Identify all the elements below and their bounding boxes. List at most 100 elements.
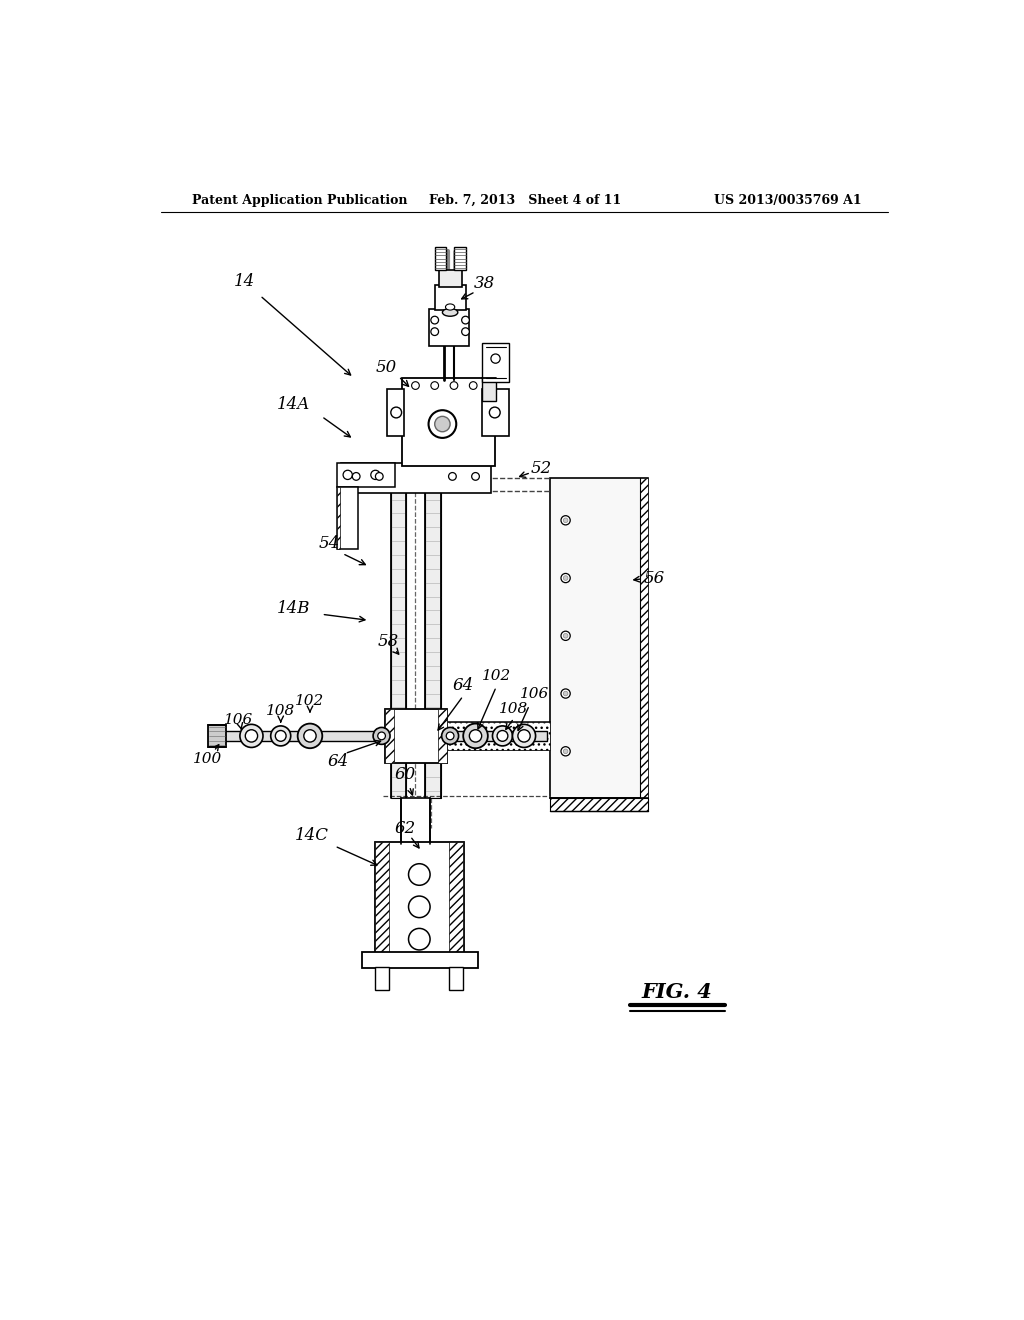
Text: 38: 38 <box>474 276 496 293</box>
Circle shape <box>409 928 430 950</box>
Bar <box>341 462 490 494</box>
Ellipse shape <box>275 730 286 742</box>
Ellipse shape <box>246 730 258 742</box>
Bar <box>361 952 478 969</box>
Ellipse shape <box>469 730 481 742</box>
Bar <box>400 797 430 843</box>
Bar <box>208 725 226 747</box>
Circle shape <box>561 631 570 640</box>
Bar <box>550 797 648 812</box>
Bar <box>438 709 447 763</box>
Circle shape <box>431 381 438 389</box>
Ellipse shape <box>463 723 487 748</box>
Text: 108: 108 <box>500 702 528 715</box>
Ellipse shape <box>442 309 458 317</box>
Bar <box>376 842 464 964</box>
Bar <box>337 487 358 549</box>
Bar <box>402 378 495 466</box>
Bar <box>387 389 403 436</box>
Text: FIG. 4: FIG. 4 <box>642 982 713 1002</box>
Circle shape <box>563 634 568 638</box>
Bar <box>435 285 466 310</box>
Bar <box>454 247 466 271</box>
Bar <box>443 722 550 750</box>
Text: 102: 102 <box>295 694 325 709</box>
Circle shape <box>409 896 430 917</box>
Ellipse shape <box>304 730 316 742</box>
Text: 50: 50 <box>376 359 397 376</box>
Bar <box>337 462 394 487</box>
Bar <box>450 842 463 964</box>
Ellipse shape <box>378 733 385 739</box>
Bar <box>482 343 509 381</box>
Circle shape <box>561 747 570 756</box>
Text: 64: 64 <box>453 677 474 694</box>
Ellipse shape <box>298 723 323 748</box>
Ellipse shape <box>446 733 454 739</box>
Circle shape <box>391 407 401 418</box>
Circle shape <box>469 381 477 389</box>
Circle shape <box>489 407 500 418</box>
Bar <box>450 966 463 990</box>
Circle shape <box>449 473 457 480</box>
Bar <box>488 397 508 432</box>
Circle shape <box>409 863 430 886</box>
Bar <box>385 709 447 763</box>
Circle shape <box>472 473 479 480</box>
Ellipse shape <box>240 725 263 747</box>
Text: 52: 52 <box>530 461 552 478</box>
Circle shape <box>561 573 570 582</box>
Circle shape <box>462 327 469 335</box>
Bar <box>438 271 462 286</box>
Circle shape <box>352 473 360 480</box>
Text: Feb. 7, 2013   Sheet 4 of 11: Feb. 7, 2013 Sheet 4 of 11 <box>429 194 621 207</box>
Text: Patent Application Publication: Patent Application Publication <box>193 194 408 207</box>
Circle shape <box>563 692 568 696</box>
Circle shape <box>563 576 568 581</box>
Circle shape <box>412 381 419 389</box>
Bar <box>482 389 509 436</box>
Text: 108: 108 <box>266 705 295 718</box>
Bar <box>443 722 550 750</box>
Bar <box>376 966 389 990</box>
Circle shape <box>563 748 568 754</box>
Bar <box>376 842 389 964</box>
Circle shape <box>376 473 383 480</box>
Ellipse shape <box>441 727 459 744</box>
Circle shape <box>431 327 438 335</box>
Circle shape <box>561 516 570 525</box>
Text: 106: 106 <box>223 714 253 727</box>
Bar <box>221 730 385 742</box>
Bar <box>337 487 340 549</box>
Circle shape <box>561 689 570 698</box>
Circle shape <box>371 470 380 479</box>
Text: 100: 100 <box>193 752 222 766</box>
Text: 14B: 14B <box>278 601 310 618</box>
Bar <box>425 478 441 797</box>
Circle shape <box>435 416 451 432</box>
Text: 14A: 14A <box>278 396 310 413</box>
Circle shape <box>462 317 469 323</box>
Ellipse shape <box>270 726 291 746</box>
Text: 58: 58 <box>378 634 399 651</box>
Ellipse shape <box>373 727 390 744</box>
Text: 14C: 14C <box>295 828 329 845</box>
Ellipse shape <box>512 725 536 747</box>
Ellipse shape <box>497 730 508 742</box>
Text: US 2013/0035769 A1: US 2013/0035769 A1 <box>715 194 862 207</box>
Bar <box>435 247 446 271</box>
Circle shape <box>563 517 568 523</box>
Text: 102: 102 <box>481 669 511 682</box>
Bar <box>550 478 648 797</box>
Bar <box>429 309 469 346</box>
Bar <box>640 478 648 797</box>
Text: 54: 54 <box>318 535 340 552</box>
Text: 56: 56 <box>643 569 665 586</box>
Circle shape <box>429 411 457 438</box>
Circle shape <box>431 317 438 323</box>
Circle shape <box>343 470 352 479</box>
Bar <box>385 709 394 763</box>
Circle shape <box>490 354 500 363</box>
Circle shape <box>451 381 458 389</box>
Bar <box>482 378 497 401</box>
